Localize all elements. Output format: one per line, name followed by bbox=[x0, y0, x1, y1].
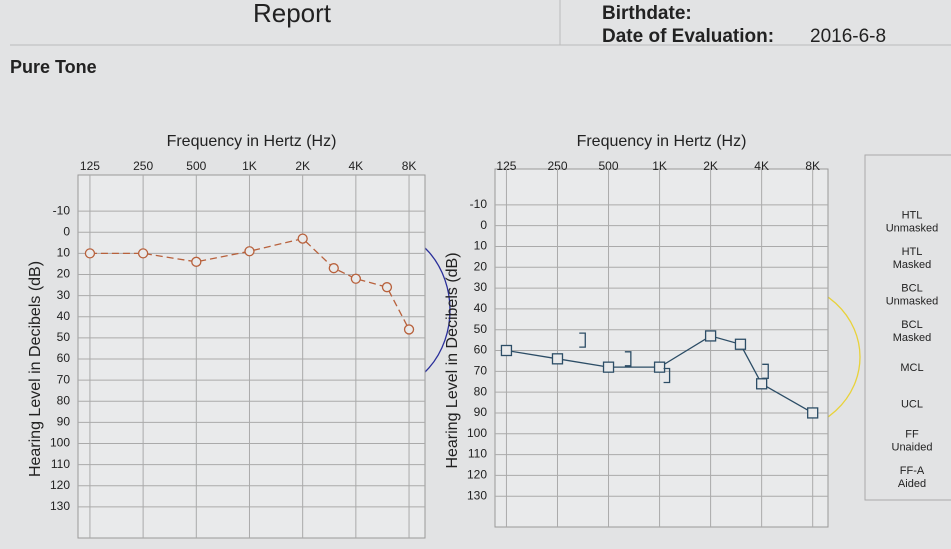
point bbox=[191, 256, 202, 267]
y-tick-label: 60 bbox=[57, 351, 71, 365]
point bbox=[551, 353, 564, 365]
x-axis-title: Frequency in Hertz (Hz) bbox=[577, 133, 747, 150]
y-tick-label: 40 bbox=[57, 309, 71, 323]
birthdate-label: Birthdate: bbox=[602, 3, 692, 24]
x-tick-label: 250 bbox=[547, 159, 567, 173]
y-tick-label: 80 bbox=[474, 384, 488, 398]
point bbox=[807, 407, 819, 419]
plot-area bbox=[77, 174, 426, 539]
report-title: Report bbox=[253, 0, 332, 28]
legend-row-label: HTL Unmasked bbox=[886, 209, 939, 234]
y-tick-label: 0 bbox=[480, 218, 487, 232]
y-tick-label: 110 bbox=[468, 447, 487, 461]
point bbox=[84, 248, 96, 259]
y-tick-label: 60 bbox=[474, 343, 488, 357]
section-title: Pure Tone bbox=[10, 57, 97, 77]
point bbox=[328, 263, 339, 274]
y-tick-label: 10 bbox=[57, 246, 71, 260]
x-tick-label: 2K bbox=[703, 159, 718, 173]
y-tick-label: 40 bbox=[474, 301, 488, 315]
point bbox=[403, 324, 415, 335]
y-tick-label: 80 bbox=[57, 393, 71, 407]
y-tick-label: 90 bbox=[474, 405, 488, 419]
y-tick-label: 130 bbox=[467, 488, 487, 502]
y-axis-title: Hearing Level in Decibels (dB) bbox=[444, 252, 461, 468]
plot-area bbox=[494, 168, 829, 528]
x-tick-label: 500 bbox=[599, 159, 619, 173]
y-tick-label: -10 bbox=[470, 197, 488, 211]
x-tick-label: 8K bbox=[805, 159, 820, 173]
legend-row-label: BCL Masked bbox=[893, 319, 932, 344]
evaluation-date: 2016-6-8 bbox=[810, 26, 886, 47]
y-tick-label: 70 bbox=[57, 372, 71, 386]
legend-row-label: HTL Masked bbox=[893, 246, 932, 271]
y-axis-title: Hearing Level in Decibels (dB) bbox=[27, 261, 44, 477]
y-tick-label: 20 bbox=[474, 259, 488, 273]
y-tick-label: 70 bbox=[474, 363, 488, 377]
x-tick-label: 1K bbox=[652, 159, 667, 173]
evaluation-label: Date of Evaluation: bbox=[602, 26, 774, 47]
point bbox=[755, 378, 768, 390]
y-tick-label: 120 bbox=[50, 478, 70, 492]
bracket-point bbox=[579, 332, 586, 348]
point bbox=[653, 361, 666, 373]
legend-row-label: UCL bbox=[901, 398, 923, 410]
bracket-point bbox=[663, 367, 671, 384]
legend-row-label: BCL Unmasked bbox=[886, 282, 939, 307]
y-tick-label: 90 bbox=[57, 415, 71, 429]
legend-row-label: MCL bbox=[900, 362, 923, 374]
x-tick-label: 8K bbox=[402, 159, 417, 173]
x-tick-label: 2K bbox=[295, 159, 310, 173]
x-tick-label: 1K bbox=[242, 159, 257, 173]
y-tick-label: 50 bbox=[474, 322, 488, 336]
legend-row-label: FF Unaided bbox=[892, 428, 933, 453]
y-tick-label: 30 bbox=[57, 288, 71, 302]
y-tick-label: -10 bbox=[53, 203, 71, 217]
point bbox=[137, 248, 149, 259]
y-tick-label: 0 bbox=[63, 224, 70, 238]
x-tick-label: 125 bbox=[496, 159, 516, 173]
point bbox=[381, 282, 393, 293]
bracket-point bbox=[762, 363, 769, 379]
y-tick-label: 110 bbox=[51, 457, 70, 471]
point bbox=[602, 361, 615, 373]
y-tick-label: 20 bbox=[57, 267, 71, 281]
y-tick-label: 100 bbox=[467, 426, 487, 440]
x-tick-label: 125 bbox=[80, 159, 100, 173]
y-tick-label: 30 bbox=[474, 280, 488, 294]
point bbox=[350, 273, 362, 284]
y-tick-label: 130 bbox=[50, 499, 70, 513]
point bbox=[704, 330, 717, 342]
point bbox=[297, 233, 308, 244]
point bbox=[244, 246, 255, 257]
y-tick-label: 50 bbox=[57, 330, 71, 344]
y-tick-label: 10 bbox=[474, 239, 488, 253]
x-tick-label: 4K bbox=[754, 159, 769, 173]
x-tick-label: 500 bbox=[186, 159, 206, 173]
series-line bbox=[506, 335, 814, 414]
y-tick-label: 100 bbox=[50, 436, 70, 450]
legend-row-label: FF-A Aided bbox=[898, 465, 926, 490]
legend-table bbox=[864, 154, 951, 501]
x-tick-label: 4K bbox=[349, 159, 364, 173]
x-axis-title: Frequency in Hertz (Hz) bbox=[167, 133, 337, 150]
point bbox=[734, 338, 747, 350]
bracket-point bbox=[624, 351, 632, 367]
point bbox=[500, 344, 513, 357]
x-tick-label: 250 bbox=[133, 159, 153, 173]
y-tick-label: 120 bbox=[467, 468, 487, 482]
